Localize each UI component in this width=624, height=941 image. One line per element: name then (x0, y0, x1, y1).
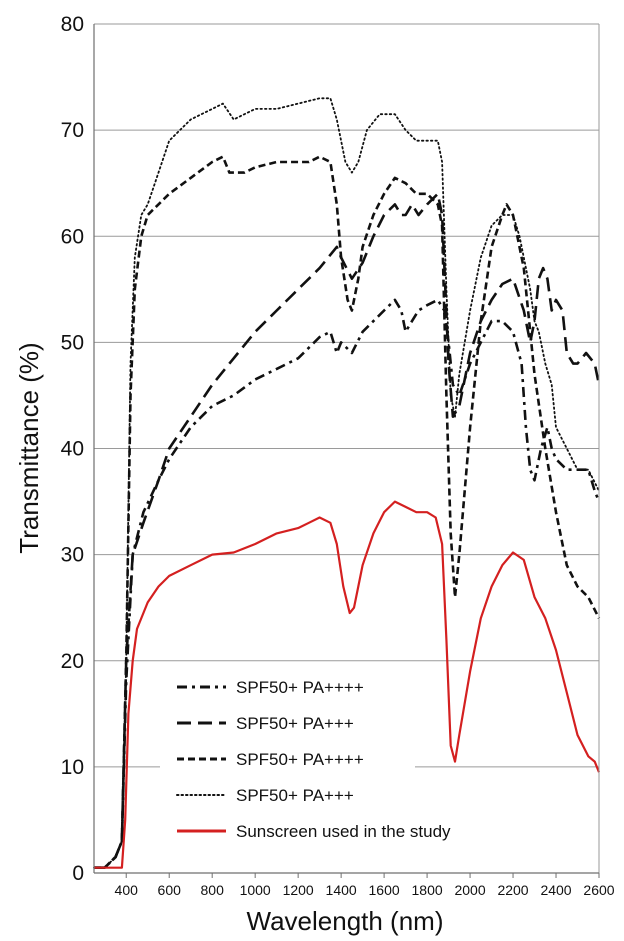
x-tick-label: 1400 (326, 882, 357, 898)
y-tick-label: 30 (61, 544, 84, 567)
y-tick-label: 20 (61, 650, 84, 673)
x-tick-label: 2000 (454, 882, 485, 898)
y-tick-label: 60 (61, 225, 84, 248)
x-axis-title: Wavelength (nm) (247, 906, 444, 936)
y-tick-label: 0 (72, 862, 84, 885)
y-tick-label: 50 (61, 331, 84, 354)
y-tick-label: 80 (61, 13, 84, 36)
series-line-2 (94, 192, 601, 869)
series-line-3 (94, 155, 601, 869)
x-tick-label: 800 (201, 882, 225, 898)
legend: SPF50+ PA++++ SPF50+ PA+++ SPF50+ PA++++ SP… (160, 670, 451, 852)
legend-label-5: Sunscreen used in the study (236, 822, 451, 841)
legend-label-4: SPF50+ PA+++ (236, 786, 354, 805)
x-tick-label: 400 (115, 882, 139, 898)
series-layer (93, 97, 601, 869)
x-tick-label: 1800 (412, 882, 443, 898)
x-tick-label: 1000 (240, 882, 271, 898)
y-axis-title: Transmittance (%) (14, 342, 44, 553)
y-tick-label: 70 (61, 119, 84, 142)
x-tick-label: 2400 (540, 882, 571, 898)
legend-label-2: SPF50+ PA+++ (236, 714, 354, 733)
x-tick-label: 2600 (583, 882, 614, 898)
legend-label-3: SPF50+ PA++++ (236, 750, 364, 769)
series-line-4 (93, 97, 600, 869)
y-tick-label: 10 (61, 756, 84, 779)
grid-lines (94, 23, 599, 768)
x-tick-label: 1600 (369, 882, 400, 898)
x-tick-label: 600 (158, 882, 182, 898)
legend-label-1: SPF50+ PA++++ (236, 678, 364, 697)
series-line-5 (94, 500, 601, 869)
legend-background (160, 670, 415, 852)
axes: 0 10 20 30 40 50 60 70 80 400 600 800 1000 1200 1400 16… (61, 13, 615, 898)
x-tick-label: 2200 (497, 882, 528, 898)
x-tick-label: 1200 (283, 882, 314, 898)
y-tick-label: 40 (61, 438, 84, 461)
